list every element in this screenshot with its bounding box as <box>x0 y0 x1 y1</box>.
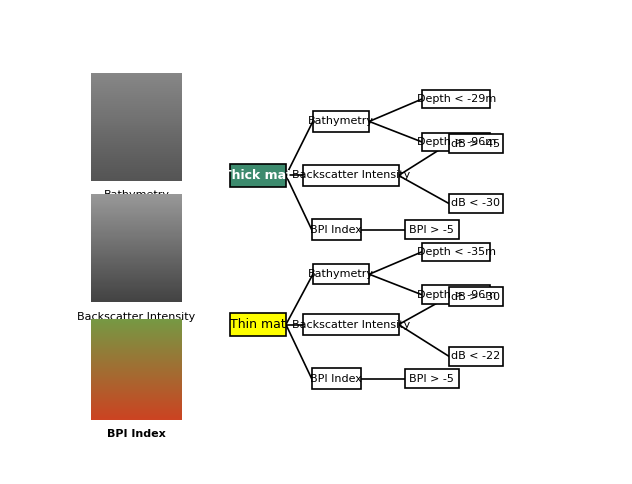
Bar <box>404 220 459 239</box>
Bar <box>312 368 361 389</box>
Text: dB < -30: dB < -30 <box>451 198 501 209</box>
Text: Backscatter Intensity: Backscatter Intensity <box>78 312 196 321</box>
Bar <box>422 133 490 151</box>
Bar <box>312 219 361 240</box>
Text: Depth > -96m: Depth > -96m <box>416 290 495 300</box>
Text: dB > -45: dB > -45 <box>451 139 501 149</box>
Bar <box>422 286 490 304</box>
Text: Bathymetry: Bathymetry <box>308 117 374 126</box>
Bar <box>449 194 502 213</box>
Text: Backscatter Intensity: Backscatter Intensity <box>292 319 410 330</box>
Bar <box>229 164 286 187</box>
Text: dB < -22: dB < -22 <box>451 351 501 361</box>
Bar <box>449 135 502 153</box>
Bar <box>303 314 399 335</box>
Bar <box>449 347 502 365</box>
Text: Bathymetry: Bathymetry <box>104 190 169 200</box>
Bar <box>313 264 369 285</box>
Text: Depth < -35m: Depth < -35m <box>416 247 495 257</box>
Text: Depth > -96m: Depth > -96m <box>416 137 495 147</box>
Text: BPI > -5: BPI > -5 <box>409 225 454 235</box>
Text: BPI Index: BPI Index <box>310 374 362 384</box>
Text: Depth < -29m: Depth < -29m <box>416 94 495 104</box>
Text: Thin mat: Thin mat <box>230 318 286 331</box>
Text: Thick mat: Thick mat <box>223 169 292 182</box>
Text: dB > -30: dB > -30 <box>451 291 501 302</box>
Bar <box>229 313 286 336</box>
Bar <box>422 242 490 261</box>
Bar <box>449 287 502 306</box>
Bar <box>313 111 369 132</box>
Bar <box>303 165 399 186</box>
Text: BPI Index: BPI Index <box>310 225 362 235</box>
Text: Backscatter Intensity: Backscatter Intensity <box>292 170 410 181</box>
Text: BPI > -5: BPI > -5 <box>409 374 454 384</box>
Text: BPI Index: BPI Index <box>107 429 166 439</box>
Bar <box>422 90 490 108</box>
Text: Bathymetry: Bathymetry <box>308 269 374 279</box>
Bar <box>404 369 459 388</box>
